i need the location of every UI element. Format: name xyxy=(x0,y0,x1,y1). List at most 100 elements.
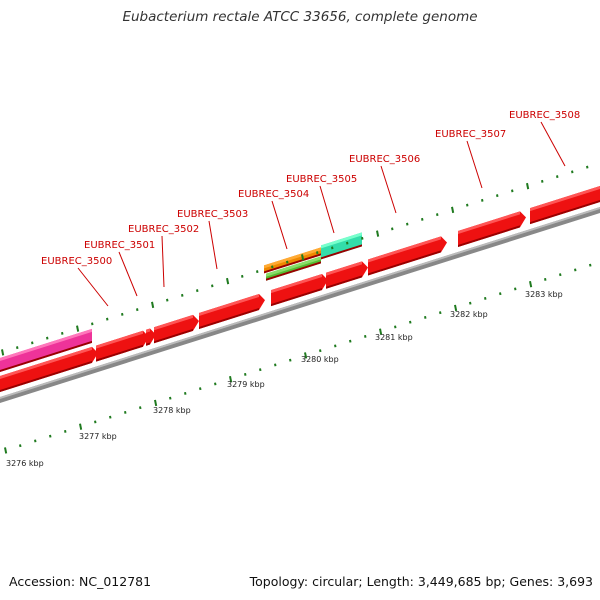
backbone xyxy=(0,207,600,403)
lower-tick-row-tick xyxy=(559,273,562,277)
gene-block-3499-highlight xyxy=(0,346,92,379)
gene-block-3505-body xyxy=(326,261,368,289)
genome-title: Eubacterium rectale ATCC 33656, complete… xyxy=(122,9,478,25)
gene-block-3507-highlight xyxy=(458,211,520,234)
gene-block-3503-shade xyxy=(199,307,259,329)
upper-tick-row-tick xyxy=(166,298,169,302)
gene-block-3503-highlight xyxy=(199,293,259,316)
gene-block-3503 xyxy=(199,293,265,329)
leader-3500 xyxy=(77,267,109,307)
gene-label-3507[interactable]: EUBREC_3507 xyxy=(435,129,506,140)
gene-label-3503[interactable]: EUBREC_3503 xyxy=(177,209,248,220)
gene-labels: EUBREC_3500 EUBREC_3501 EUBREC_3502 EUBR… xyxy=(41,110,580,267)
upper-tick-row-tick xyxy=(181,293,184,297)
lower-tick-row-tick xyxy=(319,349,322,353)
lower-tick-row-tick xyxy=(64,429,67,433)
gene-block-3506-highlight xyxy=(368,236,441,263)
upper-tick-row-tick xyxy=(331,246,334,250)
scale-label-3277: 3277 kbp xyxy=(79,432,117,441)
upper-tick-row-tick xyxy=(346,241,349,245)
scale-label-3282: 3282 kbp xyxy=(450,310,488,319)
upper-tick-row-tick xyxy=(571,170,574,174)
orange-feature-shade xyxy=(264,253,321,274)
upper-tick-row-tick xyxy=(406,222,409,226)
gene-label-3506[interactable]: EUBREC_3506 xyxy=(349,154,420,165)
scale-label-3283: 3283 kbp xyxy=(525,290,563,299)
lower-tick-row-tick xyxy=(454,304,458,312)
feature-track xyxy=(0,185,600,392)
magenta-feature-body xyxy=(0,328,92,372)
lower-tick-row-tick xyxy=(529,280,533,288)
orange-feature xyxy=(264,247,321,274)
lower-tick-row xyxy=(4,263,592,454)
upper-tick-row-tick xyxy=(466,203,469,207)
leader-3503 xyxy=(208,220,218,270)
upper-tick-row-tick xyxy=(436,213,439,217)
upper-tick-row-tick xyxy=(301,254,305,261)
gene-block-3501-shade xyxy=(146,342,150,346)
gene-label-3505[interactable]: EUBREC_3505 xyxy=(286,174,357,185)
gene-label-3502[interactable]: EUBREC_3502 xyxy=(128,224,199,235)
upper-tick-row-tick xyxy=(451,206,455,214)
upper-tick-row-tick xyxy=(256,270,259,274)
gene-block-3508-highlight xyxy=(530,185,600,212)
gene-label-3508[interactable]: EUBREC_3508 xyxy=(509,110,580,121)
gene-block-3507-body xyxy=(458,211,526,247)
gene-block-3502-body xyxy=(154,314,199,344)
lower-tick-row-tick xyxy=(469,301,472,305)
gene-block-3506-shade xyxy=(368,250,441,276)
upper-tick-row-tick xyxy=(286,260,289,264)
gene-block-3508 xyxy=(530,185,600,225)
gene-block-3499 xyxy=(0,346,98,392)
lower-tick-row-tick xyxy=(184,391,187,395)
gene-label-3501[interactable]: EUBREC_3501 xyxy=(84,240,155,251)
lower-tick-row-tick xyxy=(544,277,547,281)
gene-block-3504-highlight xyxy=(271,274,322,294)
gene-block-3500-shade xyxy=(96,344,143,362)
scale-label-3276: 3276 kbp xyxy=(6,459,44,468)
lower-tick-row-tick xyxy=(199,387,202,391)
leader-3506 xyxy=(380,165,397,214)
gene-block-3504-body xyxy=(271,274,328,307)
gene-block-3505-shade xyxy=(326,275,362,289)
gene-block-3508-body xyxy=(530,185,600,225)
teal-feature-body xyxy=(321,232,362,260)
lower-tick-row-tick xyxy=(274,363,277,367)
gene-block-3506-body xyxy=(368,236,447,276)
lower-tick-row-tick xyxy=(409,320,412,324)
magenta-feature-highlight xyxy=(0,328,92,361)
gene-label-3504[interactable]: EUBREC_3504 xyxy=(238,189,309,200)
lower-tick-row-tick xyxy=(4,447,8,454)
tick-rows xyxy=(1,165,592,454)
gene-block-3504 xyxy=(271,274,328,307)
lower-tick-row-tick xyxy=(214,382,217,386)
upper-tick-row-tick xyxy=(241,274,244,278)
upper-tick-row-tick xyxy=(586,165,589,169)
gene-label-3500[interactable]: EUBREC_3500 xyxy=(41,256,112,267)
leader-3502 xyxy=(161,235,165,288)
gene-block-3499-body xyxy=(0,346,98,392)
upper-tick-row-tick xyxy=(16,346,19,350)
lower-tick-row-tick xyxy=(424,315,427,319)
upper-tick-row-tick xyxy=(421,217,424,221)
upper-tick-row-tick xyxy=(316,251,319,255)
scale-label-3281: 3281 kbp xyxy=(375,333,413,342)
upper-tick-row-tick xyxy=(1,349,5,356)
scale-label-3280: 3280 kbp xyxy=(301,355,339,364)
lower-tick-row-tick xyxy=(19,444,22,448)
gene-block-3500-body xyxy=(96,330,149,362)
upper-tick-row-tick xyxy=(31,341,34,345)
upper-tick-row-tick xyxy=(76,325,80,332)
gene-block-3502-highlight xyxy=(154,314,193,331)
upper-tick-row-tick xyxy=(211,284,214,288)
gene-block-3502-shade xyxy=(154,328,193,344)
leader-3508 xyxy=(540,121,566,167)
upper-tick-row-tick xyxy=(361,236,364,240)
lower-tick-row-tick xyxy=(394,325,397,329)
gene-block-3501-body xyxy=(146,328,156,346)
lower-tick-row-tick xyxy=(34,439,37,443)
upper-tick-row-tick xyxy=(556,175,559,179)
upper-tick-row-tick xyxy=(121,312,124,316)
